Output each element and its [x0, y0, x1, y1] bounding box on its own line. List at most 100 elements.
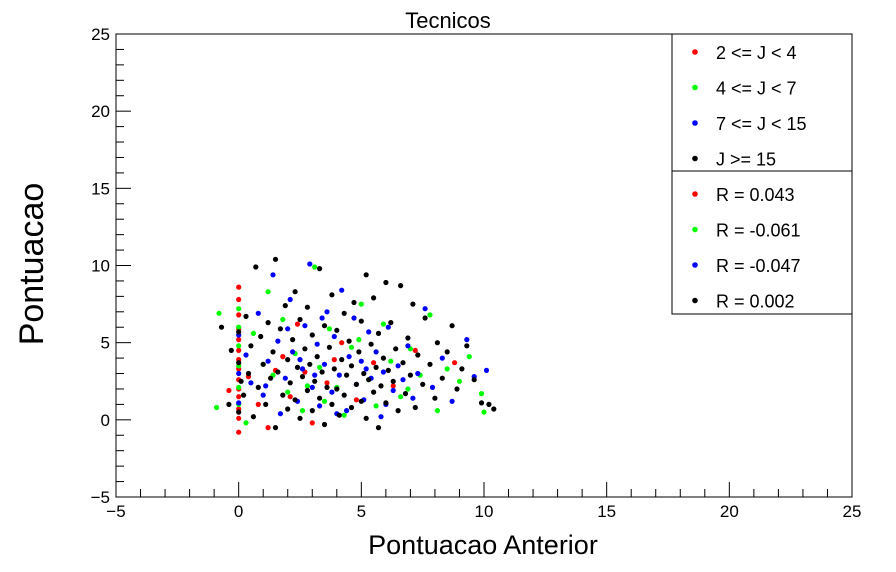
data-point-series-3	[405, 335, 411, 341]
legend-marker	[692, 84, 698, 91]
data-point-series-1	[321, 398, 328, 404]
data-point-series-3	[378, 383, 384, 389]
data-point-series-2	[395, 363, 401, 369]
data-point-series-2	[307, 261, 313, 267]
data-point-series-3	[348, 404, 355, 411]
legend-box-series	[671, 33, 853, 172]
data-point-series-3	[422, 315, 428, 321]
x-tick-label: 20	[720, 502, 739, 521]
data-point-series-3	[248, 343, 254, 349]
data-point-series-1	[317, 364, 323, 370]
data-point-series-2	[429, 384, 436, 390]
data-point-series-3	[491, 406, 497, 412]
data-point-series-3	[356, 349, 362, 355]
data-point-series-2	[236, 370, 242, 377]
data-point-series-3	[444, 349, 450, 355]
data-point-series-3	[241, 392, 247, 398]
data-point-series-3	[358, 398, 364, 404]
data-point-series-3	[351, 299, 357, 306]
data-point-series-3	[314, 354, 320, 360]
data-point-series-3	[329, 401, 335, 407]
data-point-series-2	[243, 352, 249, 358]
data-point-series-0	[226, 387, 232, 394]
data-point-series-0	[236, 429, 242, 435]
data-point-series-2	[390, 387, 396, 394]
data-point-series-3	[263, 401, 269, 407]
data-point-series-1	[380, 321, 386, 327]
data-point-series-0	[265, 425, 271, 431]
data-point-series-2	[400, 377, 406, 383]
data-point-series-0	[280, 354, 286, 360]
legend-entry: 2 <= J < 4	[716, 43, 797, 63]
data-point-series-3	[297, 415, 303, 421]
data-point-series-0	[287, 394, 293, 400]
data-point-series-3	[255, 384, 261, 390]
data-point-series-3	[407, 372, 413, 378]
x-tick-label: −5	[106, 502, 125, 521]
data-point-series-3	[319, 369, 325, 375]
legend-correlation-entry: R = -0.047	[716, 256, 801, 276]
data-point-series-3	[439, 375, 445, 381]
y-tick-label: −5	[91, 488, 110, 507]
data-point-series-3	[344, 372, 350, 378]
data-point-series-2	[282, 375, 288, 381]
data-points	[214, 256, 497, 435]
data-point-series-3	[292, 289, 298, 295]
data-point-series-1	[481, 409, 487, 415]
data-point-series-3	[309, 332, 315, 338]
legend-marker	[692, 155, 698, 162]
data-point-series-1	[236, 384, 242, 390]
data-point-series-1	[326, 326, 332, 332]
data-point-series-3	[226, 401, 232, 407]
data-point-series-3	[260, 361, 266, 367]
data-point-series-3	[292, 397, 298, 403]
data-point-series-1	[236, 324, 242, 330]
data-point-series-1	[427, 312, 433, 318]
data-point-series-2	[314, 341, 320, 347]
data-point-series-3	[398, 283, 404, 289]
data-point-series-2	[483, 367, 490, 373]
data-point-series-3	[317, 266, 323, 272]
data-point-series-3	[282, 303, 288, 309]
data-point-series-3	[390, 378, 396, 384]
data-point-series-2	[385, 324, 391, 330]
data-point-series-3	[317, 395, 323, 401]
data-point-series-3	[245, 370, 252, 377]
data-point-series-2	[358, 358, 364, 364]
data-point-series-2	[324, 309, 330, 315]
data-point-series-3	[294, 364, 301, 370]
data-point-series-3	[324, 384, 330, 390]
data-point-series-3	[434, 340, 440, 346]
legend-correlation-entry: R = 0.043	[716, 185, 795, 205]
data-point-series-2	[312, 372, 318, 378]
data-point-series-0	[324, 380, 330, 386]
data-point-series-1	[373, 403, 379, 409]
data-point-series-3	[464, 343, 470, 349]
data-point-series-3	[427, 361, 433, 367]
data-point-series-0	[236, 394, 242, 400]
legend-correlation-entry: R = -0.061	[716, 221, 801, 241]
data-point-series-1	[280, 316, 286, 323]
data-point-series-2	[309, 384, 315, 390]
data-point-series-3	[321, 421, 328, 428]
data-point-series-3	[400, 360, 406, 366]
data-point-series-2	[263, 383, 269, 389]
y-tick-label: 0	[101, 411, 110, 430]
data-point-series-2	[378, 414, 384, 420]
data-point-series-0	[236, 284, 242, 290]
axis-ticks	[115, 33, 853, 498]
x-tick-label: 15	[597, 502, 616, 521]
data-point-series-3	[486, 401, 492, 407]
data-point-series-2	[248, 380, 254, 386]
data-point-series-2	[363, 366, 369, 372]
data-point-series-3	[336, 412, 342, 418]
data-point-series-1	[299, 408, 306, 414]
data-point-series-2	[265, 358, 271, 364]
data-point-series-3	[358, 318, 364, 324]
data-point-series-2	[439, 355, 445, 361]
data-point-series-3	[236, 409, 242, 415]
legend-marker	[692, 297, 698, 304]
data-point-series-3	[236, 329, 242, 335]
data-point-series-3	[331, 366, 337, 372]
data-point-series-0	[255, 401, 261, 407]
